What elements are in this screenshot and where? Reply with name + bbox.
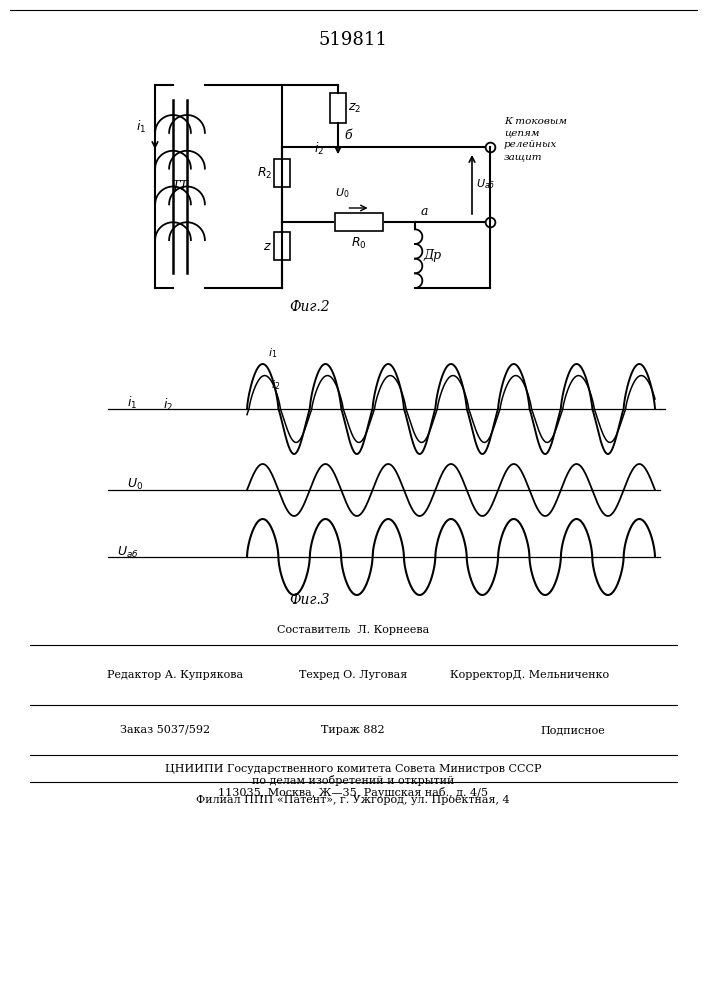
Text: Техред О. Луговая: Техред О. Луговая [299, 670, 407, 680]
Text: ТТ: ТТ [172, 180, 188, 193]
Text: $i_2$: $i_2$ [271, 378, 280, 392]
Text: $R_0$: $R_0$ [351, 236, 366, 251]
Text: Др: Др [423, 248, 441, 261]
Text: $i_2$: $i_2$ [163, 397, 173, 413]
Text: $z_2$: $z_2$ [348, 101, 361, 115]
Text: КорректорД. Мельниченко: КорректорД. Мельниченко [450, 670, 609, 680]
Text: $U_{аб}$: $U_{аб}$ [117, 544, 139, 560]
Text: 113035, Москва, Ж—35, Раушская наб., д. 4/5: 113035, Москва, Ж—35, Раушская наб., д. … [218, 788, 488, 798]
Bar [330, 93, 346, 123]
Bar [274, 232, 290, 260]
Text: Заказ 5037/592: Заказ 5037/592 [120, 725, 210, 735]
Text: Составитель  Л. Корнеева: Составитель Л. Корнеева [277, 625, 429, 635]
Text: $i_2$: $i_2$ [314, 141, 324, 157]
Text: $i_1$: $i_1$ [127, 395, 137, 411]
Bar [334, 213, 382, 231]
Text: $z$: $z$ [263, 239, 272, 252]
Text: по делам изобретений и открытий: по делам изобретений и открытий [252, 776, 454, 786]
Text: $U_{аб}$: $U_{аб}$ [476, 178, 496, 191]
Text: Фиг.3: Фиг.3 [290, 593, 330, 607]
Text: $U_0$: $U_0$ [127, 476, 143, 492]
Bar [274, 159, 290, 187]
Text: Фиг.2: Фиг.2 [290, 300, 330, 314]
Text: $U_0$: $U_0$ [335, 186, 350, 200]
Text: а: а [421, 205, 428, 218]
Text: К токовым
цепям
релейных
защит: К токовым цепям релейных защит [504, 117, 567, 161]
Text: б: б [344, 129, 351, 142]
Text: Тираж 882: Тираж 882 [321, 725, 385, 735]
Text: $i_1$: $i_1$ [136, 119, 146, 135]
Text: $R_2$: $R_2$ [257, 165, 272, 181]
Text: Подписное: Подписное [540, 725, 604, 735]
Text: $i_1$: $i_1$ [268, 346, 277, 360]
Text: ЦНИИПИ Государственного комитета Совета Министров СССР: ЦНИИПИ Государственного комитета Совета … [165, 764, 542, 774]
Text: 519811: 519811 [319, 31, 387, 49]
Text: Редактор А. Купрякова: Редактор А. Купрякова [107, 670, 243, 680]
Text: Филиал ППП «Патент», г. Ужгород, ул. Проектная, 4: Филиал ППП «Патент», г. Ужгород, ул. Про… [196, 795, 510, 805]
